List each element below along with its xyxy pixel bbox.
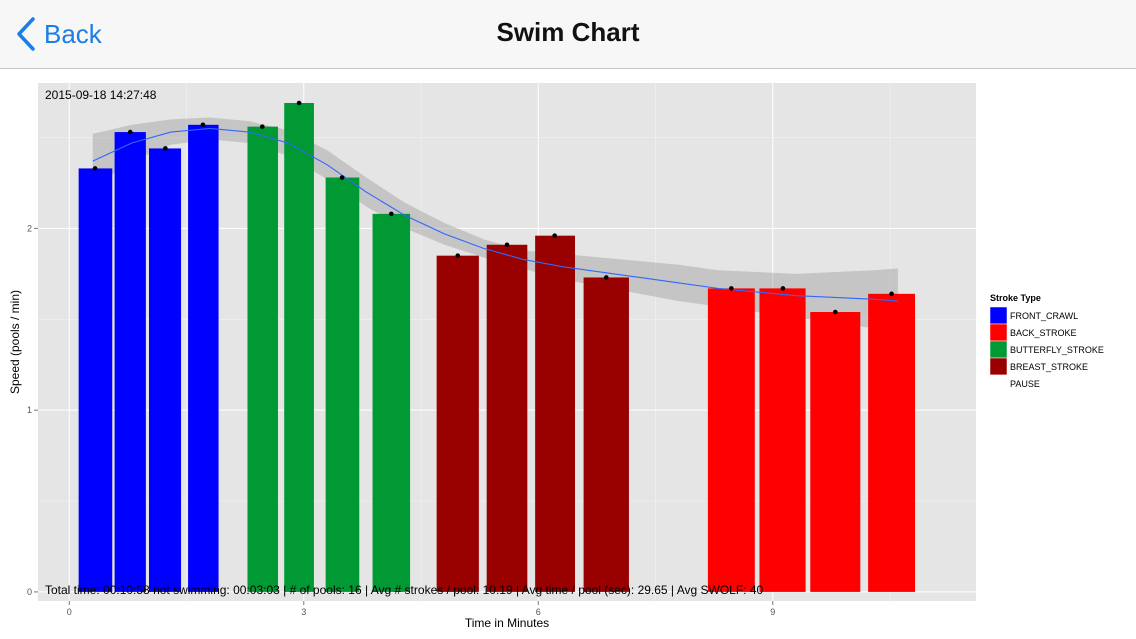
bar <box>78 168 113 592</box>
data-point <box>455 253 461 258</box>
bar <box>284 102 314 592</box>
confidence-band <box>92 117 898 334</box>
points <box>92 100 894 315</box>
bar <box>372 213 411 592</box>
data-point <box>339 175 345 180</box>
data-point <box>833 309 838 315</box>
x-tick-label: 0 <box>67 607 72 617</box>
legend-swatch <box>989 340 1008 359</box>
bar <box>436 255 479 592</box>
bar <box>486 244 528 592</box>
data-point <box>296 100 302 106</box>
data-point <box>127 129 133 135</box>
x-axis-ticks: 0 3 6 9 <box>67 601 775 617</box>
bar <box>810 312 861 592</box>
timestamp-label: 2015-09-18 14:27:48 <box>45 88 157 102</box>
bar <box>707 288 755 592</box>
swim-chart: 2015-09-18 14:27:48 Total time: 00:10:58… <box>8 83 1104 630</box>
legend-label: PAUSE <box>1010 379 1040 389</box>
legend-label: FRONT_CRAWL <box>1010 311 1078 321</box>
legend-label: BUTTERFLY_STROKE <box>1010 345 1104 355</box>
data-point <box>603 275 609 280</box>
summary-text: Total time: 00:10:58 not swimming: 00:03… <box>45 583 764 597</box>
legend-label: BACK_STROKE <box>1010 328 1077 338</box>
data-point <box>729 286 734 291</box>
y-tick-label: 0 <box>27 587 32 597</box>
y-axis-label: Speed (pools / min) <box>8 290 22 394</box>
legend: Stroke Type FRONT_CRAWL BACK_STROKE BUTTERF… <box>989 293 1104 393</box>
back-button[interactable]: Back <box>16 14 102 54</box>
legend-swatch <box>989 323 1008 342</box>
bar <box>114 132 146 592</box>
bar <box>188 124 219 592</box>
data-point <box>889 291 894 297</box>
data-point <box>92 166 98 171</box>
bar <box>325 177 360 592</box>
x-tick-label: 9 <box>770 607 775 617</box>
data-point <box>504 242 510 248</box>
bar <box>583 277 629 592</box>
back-label: Back <box>44 18 102 49</box>
legend-swatch <box>989 306 1008 325</box>
bar <box>535 235 576 592</box>
y-tick-label: 1 <box>27 405 32 415</box>
data-point <box>389 211 394 217</box>
bar <box>247 126 278 592</box>
chevron-left-icon <box>17 17 35 51</box>
smooth-line <box>92 127 898 302</box>
bars <box>78 102 916 592</box>
data-point <box>163 146 168 151</box>
legend-swatch <box>989 357 1008 376</box>
legend-title: Stroke Type <box>990 293 1041 303</box>
bar <box>148 148 182 592</box>
data-point <box>260 124 265 129</box>
bar <box>759 288 806 592</box>
legend-label: BREAST_STROKE <box>1010 362 1088 372</box>
legend-swatch <box>989 374 1008 393</box>
data-point <box>780 286 786 291</box>
x-tick-label: 6 <box>536 607 541 617</box>
x-axis-label: Time in Minutes <box>465 616 549 630</box>
y-axis-ticks: 0 1 2 <box>27 223 38 597</box>
page-title: Swim Chart <box>496 17 640 47</box>
data-point <box>200 122 206 128</box>
y-tick-label: 2 <box>27 223 32 233</box>
data-point <box>552 233 557 238</box>
navigation-bar: Back Swim Chart <box>0 0 1136 69</box>
x-tick-label: 3 <box>301 607 306 617</box>
bar <box>868 293 916 592</box>
